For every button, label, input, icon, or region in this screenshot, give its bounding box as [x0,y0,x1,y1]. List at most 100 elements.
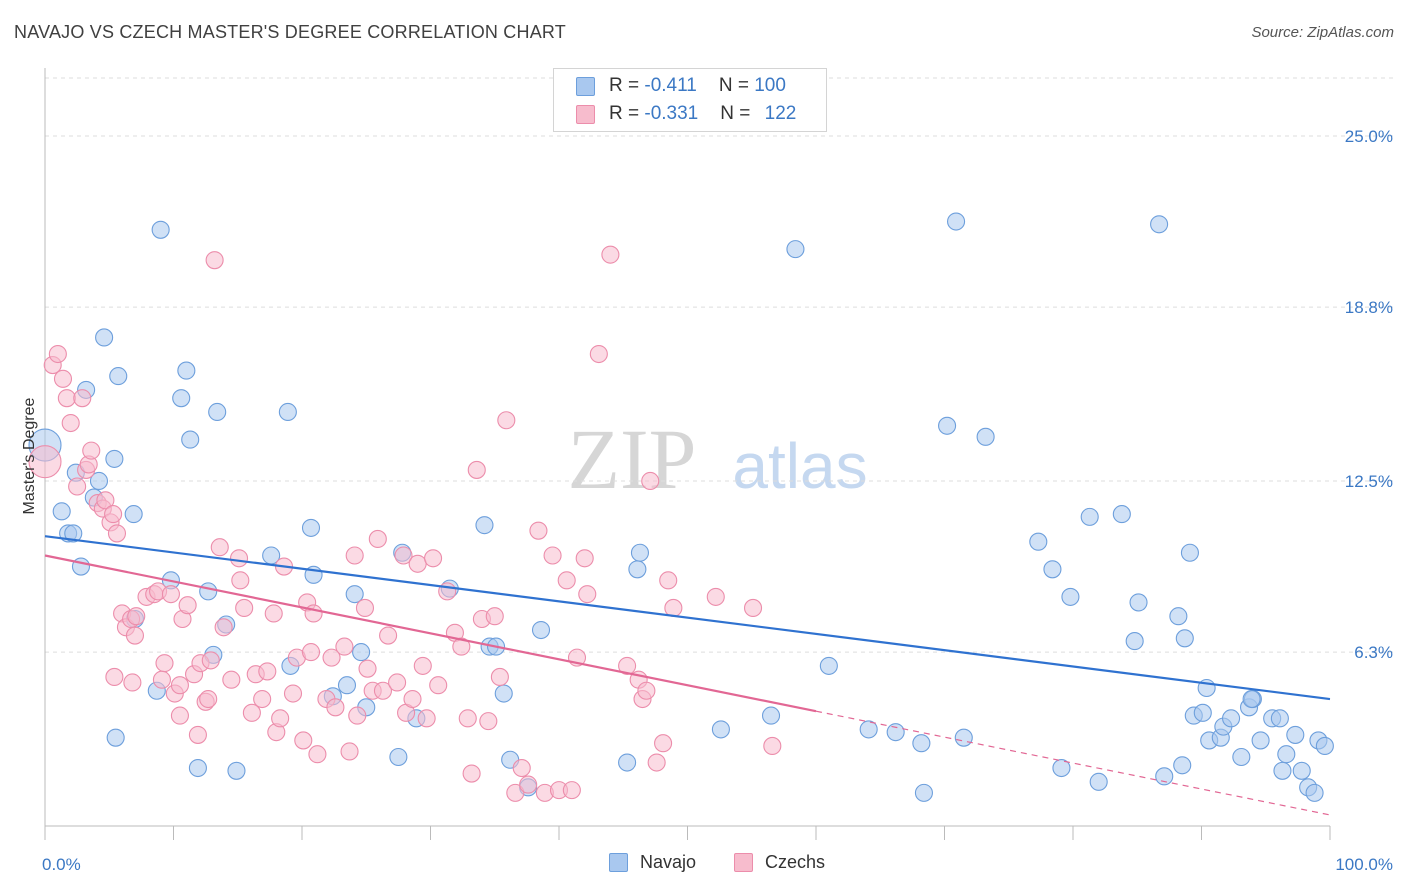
watermark-zip: ZIP [568,411,697,507]
czech-point [48,344,67,364]
navajo-point [819,656,838,675]
x-tick-label: 0.0% [42,855,81,874]
czech-point [467,460,486,479]
czech-point [589,344,608,364]
navajo-point [389,747,408,767]
czech-point [424,549,443,568]
navajo-point [914,783,933,802]
navajo-point [618,753,637,772]
czech-point [242,703,261,722]
navajo-point [1286,725,1305,744]
navajo-point [1180,543,1199,562]
n-value: 100 [754,75,786,96]
czech-point [562,781,581,800]
czech-point [82,441,101,460]
navajo-point [208,402,227,422]
czech-point [264,604,283,623]
czech-point [123,673,142,692]
czech-point [53,369,73,388]
czech-point [575,549,594,568]
series-legend: Navajo Czechs [0,852,1406,876]
y-tick-label: 25.0% [1345,127,1393,146]
navajo-point [1292,761,1311,780]
navajo-point [761,706,781,725]
czech-point [543,546,562,565]
navajo-point [976,427,995,446]
czech-point [485,607,504,626]
navajo-point [64,524,83,543]
czech-point [429,676,448,695]
navajo-point [711,720,730,739]
navajo-point [1193,703,1212,722]
navajo-point [786,240,805,259]
czech-point [358,659,377,678]
navajo-point [177,361,196,380]
r-label: R = [609,75,645,96]
axis-labels: 6.3% 12.5% 18.8% 25.0% 0.0% 100.0% Master's De… [21,127,1393,874]
navajo-point [1273,761,1292,780]
czech-point [57,389,76,408]
czech-point [601,245,620,264]
navajo-point [172,389,191,408]
czech-point [373,681,393,700]
navajo-point [1129,593,1148,612]
navajo-point [1175,629,1194,648]
czech-point [578,585,597,604]
czech-point [557,571,576,590]
n-value: 122 [764,103,797,124]
czech-point [458,709,477,728]
navajo-point [199,582,218,601]
navajo-point [1080,507,1099,526]
czech-point [222,670,241,689]
czech-point [271,709,290,728]
watermark-atlas: atlas [732,430,867,502]
czech-point [340,742,359,761]
czech-point [479,712,498,731]
czech-point [529,521,548,540]
navajo-point [1089,772,1108,791]
czech-point [763,736,782,756]
czech-point [388,673,407,692]
r-label: R = [609,103,645,124]
czech-point [452,637,471,656]
czech-point [326,698,345,717]
n-label: N = [718,75,755,96]
czech-point [127,607,146,626]
y-tick-label: 6.3% [1354,643,1393,662]
navajo-point [1242,689,1261,709]
navajo-point [1173,756,1192,775]
czech-point [205,251,224,270]
czech-point [413,656,432,675]
navajo-point [886,723,905,742]
czech-trend-extension [815,710,1331,816]
navajo-point [345,585,364,604]
czech-point [231,571,250,590]
legend-row-czechs: R = -0.331 N = 122 [576,101,796,127]
navajo-point [278,402,297,422]
source-credit: Source: ZipAtlas.com [1251,24,1394,41]
czech-point [210,538,229,557]
navajo-trend-line [44,535,1331,701]
czech-point [462,764,481,783]
czech-point [214,618,233,637]
czech-point [170,676,189,695]
y-tick-label: 18.8% [1345,298,1393,317]
correlation-legend: R = -0.411 N = 100 R = -0.331 N = 122 [553,68,827,132]
navajo-point [531,620,551,640]
czech-point [345,546,364,565]
czech-trend-line [44,554,817,713]
czech-point [61,413,80,433]
navajo-point [1061,587,1080,606]
navajo-point [1232,747,1251,767]
navajo-point [188,758,207,778]
czech-point [355,598,375,617]
data-points [28,212,1334,802]
czech-point [104,505,123,524]
n-label: N = [720,103,756,124]
navajo-point [1270,709,1289,728]
navajo-point [475,516,494,535]
navajo-point [954,728,973,747]
czech-point [96,491,115,510]
navajo-point [1277,745,1296,764]
